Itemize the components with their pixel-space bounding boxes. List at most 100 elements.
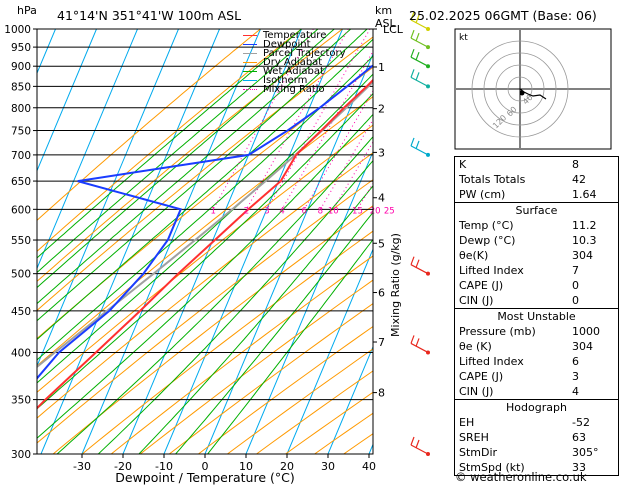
stat-label: θe(K) bbox=[459, 249, 489, 262]
datetime-label: 25.02.2025 06GMT (Base: 06) bbox=[409, 8, 597, 23]
pressure-tick-label: 500 bbox=[11, 269, 31, 281]
mixing-ratio-line bbox=[266, 29, 371, 210]
stat-value: 304 bbox=[572, 249, 593, 262]
wind-barb bbox=[410, 56, 429, 67]
stat-value: 8 bbox=[572, 158, 579, 171]
legend-label: Dewpoint bbox=[263, 39, 311, 50]
stat-row: CIN (J) 4 bbox=[455, 384, 618, 399]
stat-row: Temp (°C) 11.2 bbox=[455, 218, 618, 233]
stat-value: 63 bbox=[572, 431, 586, 444]
stat-row: Pressure (mb) 1000 bbox=[455, 324, 618, 339]
isotherm-line bbox=[40, 29, 220, 454]
wind-barb-dot bbox=[426, 45, 430, 50]
stat-row: SREH 63 bbox=[455, 430, 618, 445]
legend-swatch bbox=[243, 35, 257, 36]
stat-label: Lifted Index bbox=[459, 355, 524, 368]
background-lines bbox=[37, 29, 373, 454]
wet-adiabat-line bbox=[175, 211, 373, 454]
pressure-tick-label: 650 bbox=[11, 176, 31, 188]
wind-barb bbox=[410, 342, 429, 353]
stat-label: StmSpd (kt) bbox=[459, 461, 525, 474]
dry-adiabat-line bbox=[110, 255, 373, 454]
wind-barb bbox=[410, 145, 429, 156]
isotherm-line bbox=[163, 29, 343, 454]
stat-row: θe(K) 304 bbox=[455, 248, 618, 263]
stat-row: StmDir 305° bbox=[455, 445, 618, 460]
legend-label: Mixing Ratio bbox=[263, 84, 325, 95]
height-tick-label: 3 bbox=[378, 146, 385, 159]
asl-label: ASL bbox=[375, 17, 397, 30]
stat-value: 0 bbox=[572, 294, 579, 307]
stat-value: 7 bbox=[572, 264, 579, 277]
temperature-tick-label: 0 bbox=[202, 460, 209, 473]
units-label: hPa bbox=[17, 4, 37, 17]
wind-barb bbox=[410, 444, 429, 455]
wind-barb-flag bbox=[415, 14, 420, 24]
height-tick-label: 4 bbox=[378, 192, 385, 205]
temperature-tick-label: -10 bbox=[155, 460, 173, 473]
stat-value: 0 bbox=[572, 279, 579, 292]
hodograph-kt-label: kt bbox=[459, 33, 468, 43]
temperature-tick-label: -30 bbox=[73, 460, 91, 473]
stat-value: 10.3 bbox=[572, 234, 597, 247]
temperature-tick-label: 40 bbox=[362, 460, 376, 473]
mixing-ratio-label: 4 bbox=[279, 206, 284, 216]
wind-barb-dot bbox=[426, 64, 430, 69]
wind-barb-dot bbox=[426, 350, 430, 355]
hodograph-stats-title: Hodograph bbox=[506, 401, 567, 414]
wind-barb-dot bbox=[426, 452, 430, 456]
dry-adiabat-line bbox=[139, 279, 373, 454]
stat-value: 4 bbox=[572, 385, 579, 398]
wind-barbs bbox=[410, 11, 430, 456]
legend-label: Parcel Trajectory bbox=[263, 48, 346, 59]
stat-label: CIN (J) bbox=[459, 294, 494, 307]
wind-barb-flag bbox=[410, 29, 415, 39]
hodograph-stats-section: Hodograph EH -52 SREH 63 StmDir 305° StmSpd (k… bbox=[455, 399, 618, 475]
stat-label: CAPE (J) bbox=[459, 279, 504, 292]
pressure-tick-label: 350 bbox=[11, 395, 31, 407]
pressure-tick-label: 550 bbox=[11, 235, 31, 247]
legend-item: Dry Adiabat bbox=[243, 57, 346, 68]
wind-barb-dot bbox=[426, 84, 430, 89]
surface-rows: Temp (°C) 11.2 Dewp (°C) 10.3 θe(K) 304 Lifted… bbox=[455, 218, 618, 308]
temperature-tick-label: 30 bbox=[321, 460, 335, 473]
temperature-axis: -30 -20 -10 0 10 20 30 40 bbox=[73, 454, 376, 473]
height-tick-label: 5 bbox=[378, 237, 385, 250]
wind-barb-flag bbox=[410, 256, 415, 265]
hodograph-ring bbox=[507, 76, 533, 102]
pressure-tick-label: 1000 bbox=[4, 24, 31, 36]
wind-barb-dot bbox=[426, 271, 430, 276]
legend-item: Mixing Ratio bbox=[243, 84, 346, 95]
temperature-tick-label: 20 bbox=[280, 460, 294, 473]
chart-legend: Temperature Dewpoint Parcel Trajectory Dry … bbox=[243, 31, 346, 95]
most-unstable-title: Most Unstable bbox=[497, 310, 576, 323]
wind-barb-flag bbox=[415, 439, 420, 449]
wind-barb-flag bbox=[415, 259, 420, 268]
pressure-tick-label: 300 bbox=[11, 449, 31, 461]
surface-title: Surface bbox=[515, 204, 558, 217]
temperature-tick-label: -20 bbox=[114, 460, 132, 473]
wind-barb-flag bbox=[410, 137, 415, 147]
wet-adiabat-line bbox=[37, 73, 373, 384]
legend-item: Parcel Trajectory bbox=[243, 48, 346, 59]
wind-barb-flag bbox=[415, 51, 420, 61]
wet-adiabat-line bbox=[207, 238, 373, 454]
legend-label: Dry Adiabat bbox=[263, 57, 323, 68]
stat-label: Temp (°C) bbox=[459, 219, 514, 232]
mixing-ratio-label: 15 bbox=[352, 206, 363, 216]
stat-row: θe (K) 304 bbox=[455, 339, 618, 354]
stat-label: StmDir bbox=[459, 446, 498, 459]
stat-value: 1000 bbox=[572, 325, 600, 338]
legend-swatch bbox=[243, 89, 257, 90]
dry-adiabat-line bbox=[52, 205, 373, 454]
mixing-ratio-label: 20 bbox=[370, 206, 381, 216]
stat-value: 1.64 bbox=[572, 188, 597, 201]
stat-label: EH bbox=[459, 416, 475, 429]
isotherm-line bbox=[37, 29, 97, 172]
mixing-ratio-label: 10 bbox=[328, 206, 339, 216]
mixing-ratio-line bbox=[245, 29, 349, 210]
hodograph-ring bbox=[495, 64, 545, 114]
legend-label: Wet Adiabat bbox=[263, 66, 324, 77]
temperature-tick-label: 10 bbox=[239, 460, 253, 473]
